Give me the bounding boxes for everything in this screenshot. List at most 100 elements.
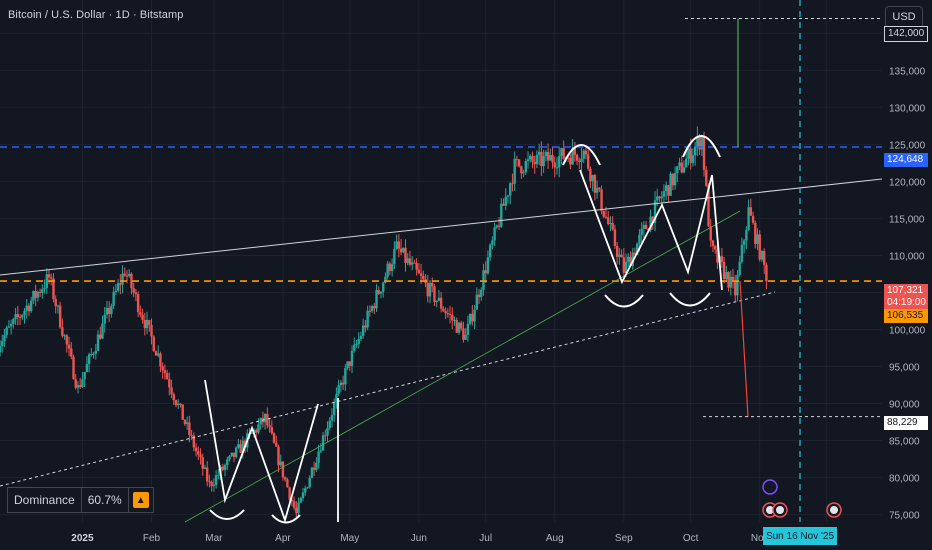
candle-body: [649, 216, 652, 231]
candle-body: [446, 313, 450, 315]
candle-body: [18, 316, 22, 318]
candle-body: [136, 294, 140, 313]
candle-body: [324, 435, 327, 437]
candle-body: [16, 314, 20, 317]
candle-body: [237, 444, 240, 448]
candle-body: [495, 225, 499, 228]
candle-body: [230, 452, 233, 456]
candle-body: [112, 291, 115, 306]
candle-body: [426, 283, 429, 297]
candle-body: [0, 346, 2, 353]
candle-body: [290, 499, 294, 502]
candle-body: [346, 361, 349, 369]
candle-body: [315, 462, 318, 470]
candle-body: [687, 148, 690, 159]
candle-body: [475, 294, 478, 310]
candle-body: [79, 385, 82, 388]
candle-body: [34, 290, 37, 298]
candle-body: [444, 311, 447, 314]
candle-body: [613, 229, 617, 247]
candle-body: [359, 336, 363, 339]
candle-body: [9, 323, 13, 327]
candle-body: [482, 270, 485, 290]
candle-body: [600, 189, 603, 211]
candle-body: [125, 275, 129, 277]
candle-body: [58, 305, 62, 328]
candle-body: [513, 158, 516, 184]
candle-body: [212, 484, 216, 487]
candle-body: [45, 274, 48, 289]
candle-body: [566, 157, 570, 159]
candle-body: [143, 319, 147, 329]
candle-body: [295, 507, 298, 514]
price-tick-label: 115,000: [889, 214, 925, 225]
time-tick-label: Apr: [275, 533, 291, 544]
candle-body: [760, 251, 764, 260]
candle-body: [734, 281, 737, 296]
candle-body: [406, 258, 409, 263]
candle-body: [419, 273, 423, 276]
candle-body: [500, 203, 503, 227]
warning-icon[interactable]: ▲: [132, 492, 149, 508]
candle-body: [546, 152, 550, 161]
candle-body: [582, 150, 585, 159]
candle-body: [255, 430, 258, 433]
candle-body: [74, 379, 77, 388]
candle-body: [669, 173, 672, 196]
price-tick-label: 80,000: [889, 474, 920, 485]
candle-body: [194, 447, 198, 452]
dominance-indicator[interactable]: Dominance 60.7% ▲: [7, 487, 154, 513]
candle-body: [32, 290, 35, 301]
candle-body: [555, 167, 559, 169]
candle-body: [491, 240, 494, 245]
candle-body: [509, 183, 512, 196]
candle-body: [451, 314, 454, 321]
candle-body: [562, 148, 565, 159]
currency-button[interactable]: USD: [885, 6, 923, 28]
candle-body: [214, 475, 218, 485]
candle-body: [208, 481, 211, 483]
price-axis-background: [882, 0, 932, 550]
candle-body: [569, 157, 572, 165]
candle-body: [99, 334, 102, 339]
candle-body: [578, 160, 581, 162]
candle-body: [553, 162, 556, 168]
candle-body: [428, 282, 432, 297]
candle-body: [410, 262, 414, 265]
candle-body: [457, 322, 461, 333]
candle-body: [473, 309, 476, 322]
price-tag-resistance: 124,648: [884, 153, 928, 167]
candle-body: [698, 137, 701, 150]
m-pattern-drop: [711, 174, 723, 291]
candle-body: [101, 323, 104, 339]
price-tag-top: 142,000: [884, 26, 929, 42]
dominance-value: 60.7%: [82, 488, 129, 512]
candle-body: [87, 354, 91, 365]
candle-body: [339, 382, 343, 386]
candle-body: [279, 461, 282, 466]
candle-body: [221, 466, 224, 470]
m-top-arc: [562, 144, 601, 166]
candle-body: [134, 292, 138, 295]
flag-icon: [830, 506, 838, 514]
price-tick-label: 100,000: [889, 325, 926, 336]
candle-body: [642, 224, 646, 229]
candle-body: [317, 451, 320, 463]
price-tag-countdown: 04:19:00: [884, 296, 928, 310]
candle-body: [680, 162, 683, 173]
candle-body: [754, 222, 757, 244]
candle-body: [678, 162, 681, 167]
candle-body: [620, 254, 623, 258]
candle-body: [459, 322, 463, 329]
candle-body: [23, 310, 26, 316]
candle-body: [179, 403, 182, 405]
candle-body: [689, 148, 692, 163]
dominance-label: Dominance: [8, 488, 82, 512]
price-tick-label: 120,000: [889, 177, 926, 188]
candle-body: [493, 227, 496, 241]
price-tick-label: 110,000: [889, 251, 925, 262]
candle-body: [526, 159, 530, 162]
candle-body: [506, 195, 510, 197]
candle-body: [691, 155, 695, 163]
